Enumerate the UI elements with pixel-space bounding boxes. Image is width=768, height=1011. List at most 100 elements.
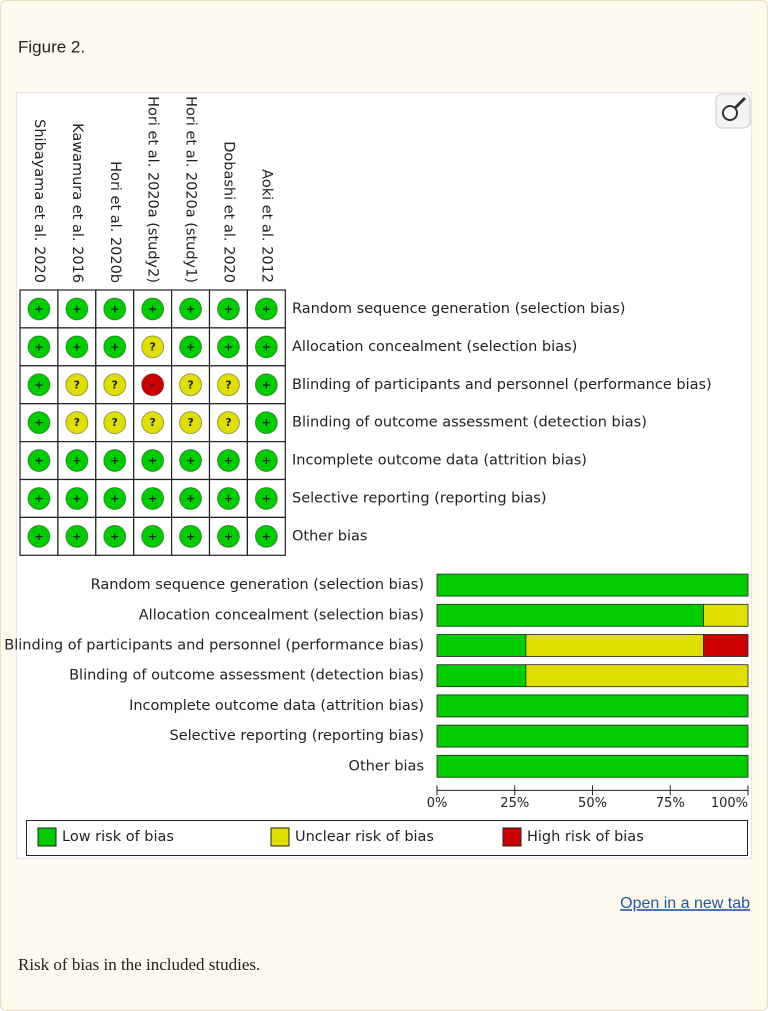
bar-segment: [436, 634, 527, 657]
legend-box: [26, 820, 748, 856]
category-label: Blinding of participants and personnel (…: [4, 638, 424, 654]
judgment-dot: [254, 411, 278, 435]
judgment-symbol: +: [262, 454, 271, 467]
judgment-symbol: +: [72, 454, 81, 467]
judgment-dot: [141, 297, 165, 321]
bar-segment: [525, 664, 749, 688]
study-label: Hori et al. 2020a (study1): [183, 96, 199, 283]
judgment-dot: [216, 335, 240, 359]
judgment-symbol: +: [72, 530, 81, 543]
judgment-symbol: ?: [112, 378, 118, 391]
judgment-symbol: +: [34, 530, 43, 543]
judgment-dot: [65, 449, 89, 473]
judgment-symbol: +: [148, 302, 157, 315]
legend-swatch: [270, 827, 290, 847]
bar-segment: [436, 754, 749, 778]
judgment-symbol: ?: [225, 416, 231, 429]
judgment-symbol: ?: [149, 340, 155, 353]
figure-label: Figure 2.: [18, 37, 85, 56]
judgment-dot: [141, 486, 165, 510]
judgment-dot: [141, 373, 165, 397]
judgment-dot: [103, 524, 127, 548]
x-tick-label: 100%: [711, 796, 748, 811]
judgment-symbol: +: [262, 530, 271, 543]
judgment-dot: [27, 335, 51, 359]
judgment-dot: [141, 411, 165, 435]
judgment-dot: [254, 449, 278, 473]
judgment-symbol: +: [262, 340, 271, 353]
judgment-symbol: +: [186, 454, 195, 467]
judgment-dot: [254, 486, 278, 510]
judgment-dot: [103, 335, 127, 359]
judgment-dot: [254, 297, 278, 321]
bar-segment: [436, 573, 749, 597]
judgment-dot: [216, 373, 240, 397]
judgment-dot: [27, 486, 51, 510]
judgment-symbol: +: [72, 340, 81, 353]
legend-label: Low risk of bias: [62, 829, 174, 845]
study-label: Hori et al. 2020b: [107, 161, 123, 283]
category-label: Other bias: [349, 758, 424, 774]
judgment-dot: [103, 297, 127, 321]
judgment-symbol: +: [148, 530, 157, 543]
judgment-symbol: +: [34, 302, 43, 315]
judgment-dot: [27, 373, 51, 397]
judgment-symbol: ?: [74, 378, 80, 391]
judgment-dot: [103, 373, 127, 397]
legend-label: Unclear risk of bias: [295, 829, 434, 845]
judgment-dot: [216, 297, 240, 321]
domain-label: Random sequence generation (selection bi…: [292, 301, 625, 317]
judgment-dot: [179, 411, 203, 435]
judgment-dot: [179, 486, 203, 510]
domain-label: Blinding of participants and personnel (…: [292, 377, 712, 393]
judgment-symbol: +: [262, 378, 271, 391]
judgment-symbol: ?: [187, 416, 193, 429]
judgment-symbol: ?: [225, 378, 231, 391]
judgment-symbol: -: [150, 378, 155, 391]
study-label: Kawamura et al. 2016: [69, 123, 85, 283]
bar-segment: [436, 694, 749, 718]
bar-segment: [436, 724, 749, 748]
judgment-dot: [216, 486, 240, 510]
open-link[interactable]: Open in a new tab: [620, 895, 750, 912]
zoom-icon: [715, 93, 751, 129]
judgment-dot: [141, 335, 165, 359]
judgment-symbol: +: [148, 492, 157, 505]
study-label: Dobashi et al. 2020: [220, 141, 236, 283]
category-label: Random sequence generation (selection bi…: [91, 577, 424, 593]
judgment-dot: [27, 297, 51, 321]
judgment-symbol: +: [34, 416, 43, 429]
bar-segment: [436, 603, 704, 627]
judgment-dot: [27, 411, 51, 435]
judgment-symbol: +: [262, 492, 271, 505]
judgment-symbol: +: [224, 492, 233, 505]
judgment-symbol: +: [110, 340, 119, 353]
x-tick-label: 75%: [656, 796, 685, 811]
bar-segment: [525, 634, 704, 657]
judgment-symbol: ?: [74, 416, 80, 429]
caption: Risk of bias in the included studies.: [18, 955, 260, 974]
judgment-symbol: +: [72, 492, 81, 505]
judgment-symbol: +: [186, 340, 195, 353]
judgment-dot: [254, 335, 278, 359]
judgment-symbol: ?: [112, 416, 118, 429]
category-label: Incomplete outcome data (attrition bias): [129, 698, 424, 714]
judgment-dot: [65, 524, 89, 548]
judgment-symbol: +: [110, 302, 119, 315]
legend-swatch: [502, 827, 522, 847]
domain-label: Other bias: [292, 528, 367, 544]
domain-label: Allocation concealment (selection bias): [292, 339, 577, 355]
judgment-dot: [216, 449, 240, 473]
judgment-dot: [141, 524, 165, 548]
judgment-dot: [65, 486, 89, 510]
domain-label: Selective reporting (reporting bias): [292, 490, 547, 506]
judgment-dot: [27, 449, 51, 473]
judgment-dot: [141, 449, 165, 473]
judgment-dot: [179, 335, 203, 359]
bar-segment: [703, 634, 749, 657]
judgment-symbol: +: [34, 340, 43, 353]
judgment-dot: [179, 297, 203, 321]
judgment-dot: [179, 373, 203, 397]
judgment-symbol: +: [110, 530, 119, 543]
